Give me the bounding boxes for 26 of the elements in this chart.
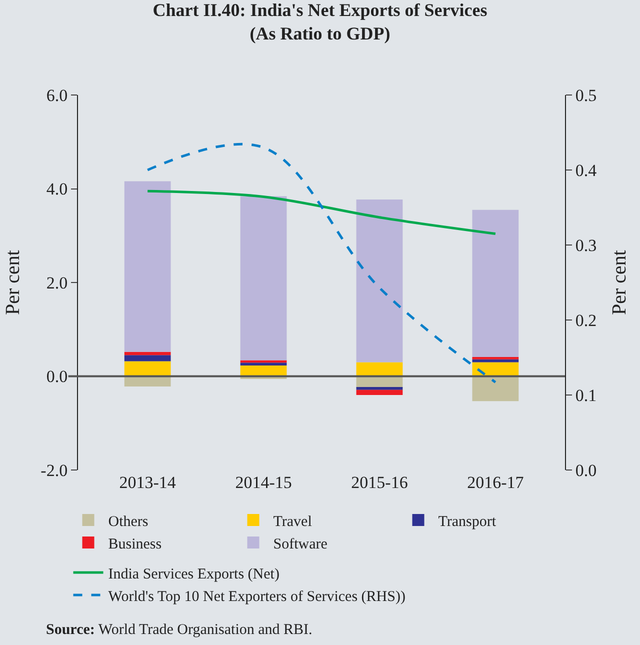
legend-label: Others <box>108 514 148 530</box>
x-tick-label: 2016-17 <box>467 473 524 492</box>
y-tick-label: 6.0 <box>46 86 68 105</box>
y2-tick-label: 0.5 <box>575 86 597 105</box>
legend-label: Business <box>108 536 162 552</box>
x-tick-label: 2014-15 <box>235 473 292 492</box>
y-tick-label: 0.0 <box>46 367 68 386</box>
y2-axis-title: Per cent <box>608 250 631 315</box>
y-tick-label: 2.0 <box>46 273 68 292</box>
y-axis-title: Per cent <box>2 250 24 315</box>
y-tick-label: -2.0 <box>40 460 68 480</box>
y2-tick-label: 0.0 <box>575 460 597 480</box>
legend-label: India Services Exports (Net) <box>108 566 280 582</box>
legend-label: Software <box>273 536 328 552</box>
x-tick-label: 2015-16 <box>351 473 408 492</box>
x-tick-label: 2013-14 <box>119 473 176 492</box>
chart-title: Chart II.40: India's Net Exports of Services (As Ratio to GDP) <box>152 0 488 44</box>
legend-label: World's Top 10 Net Exporters of Services (RHS)) <box>108 588 406 605</box>
y2-tick-label: 0.4 <box>575 160 598 180</box>
y-tick-label: 4.0 <box>46 180 68 199</box>
legend-label: Transport <box>438 514 497 530</box>
text: Source: World Trade Organisation and RBI. <box>46 622 312 638</box>
legend-label: Travel <box>273 514 312 530</box>
y2-tick-label: 0.3 <box>575 236 597 255</box>
y2-tick-label: 0.2 <box>575 310 597 330</box>
y2-tick-label: 0.1 <box>575 386 597 405</box>
